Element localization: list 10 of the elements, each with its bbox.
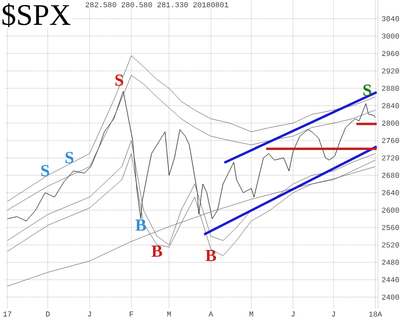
annotation: S bbox=[363, 84, 372, 96]
chart-title: $SPX bbox=[2, 3, 70, 28]
annotation: S bbox=[41, 164, 50, 176]
annotation: B bbox=[135, 220, 146, 231]
annotation: B bbox=[206, 250, 216, 262]
annotation: S bbox=[115, 74, 124, 86]
annotation: S bbox=[66, 152, 74, 164]
line-series bbox=[7, 55, 376, 202]
annotation: B bbox=[152, 246, 162, 257]
line-series bbox=[7, 75, 376, 210]
